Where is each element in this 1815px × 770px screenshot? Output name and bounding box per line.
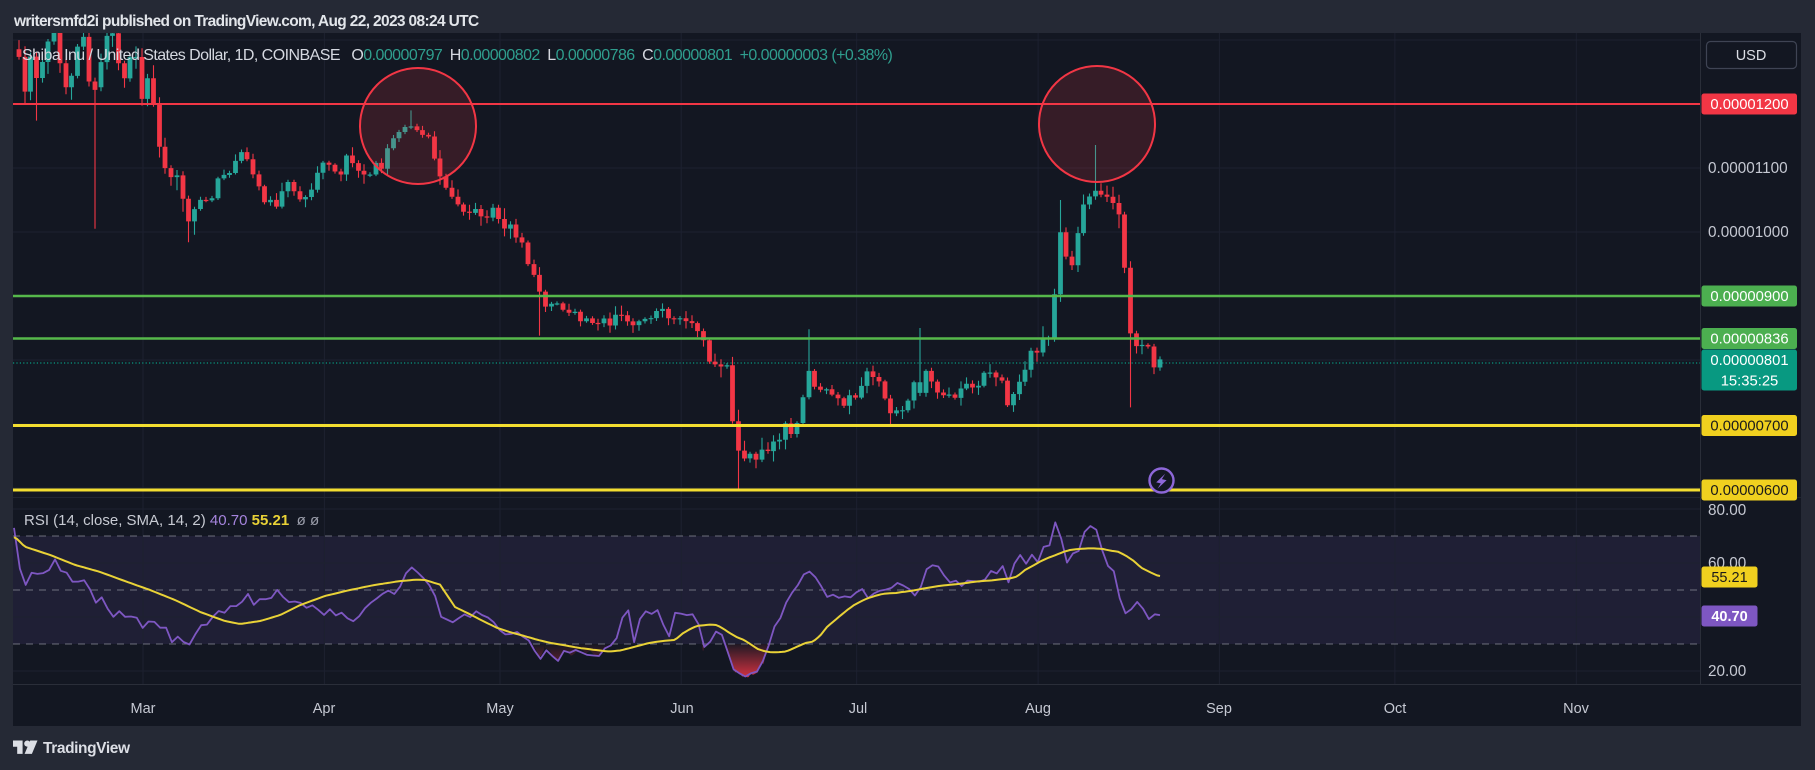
svg-text:80.00: 80.00 <box>1708 502 1746 519</box>
svg-text:Aug: Aug <box>1025 701 1051 717</box>
svg-text:Apr: Apr <box>313 701 336 717</box>
svg-text:Nov: Nov <box>1563 701 1590 717</box>
svg-text:0.00000700: 0.00000700 <box>1710 419 1788 435</box>
svg-text:20.00: 20.00 <box>1708 663 1746 680</box>
svg-text:Shiba Inu / United States Doll: Shiba Inu / United States Dollar, 1D, CO… <box>22 47 893 64</box>
svg-text:0.00000836: 0.00000836 <box>1710 332 1788 348</box>
svg-text:0.00001000: 0.00001000 <box>1708 224 1789 241</box>
svg-text:15:35:25: 15:35:25 <box>1721 374 1779 390</box>
svg-text:0.00000801: 0.00000801 <box>1710 353 1788 369</box>
svg-text:May: May <box>486 701 514 717</box>
svg-text:Oct: Oct <box>1384 701 1407 717</box>
svg-text:Mar: Mar <box>131 701 156 717</box>
svg-text:55.21: 55.21 <box>1711 570 1747 586</box>
svg-text:0.00001200: 0.00001200 <box>1710 97 1788 113</box>
svg-text:Jul: Jul <box>849 701 868 717</box>
svg-text:0.00000900: 0.00000900 <box>1710 289 1788 305</box>
svg-text:0.00001100: 0.00001100 <box>1708 160 1788 177</box>
svg-text:RSI (14, close, SMA, 14, 2) 40: RSI (14, close, SMA, 14, 2) 40.70 55.21 … <box>24 512 319 529</box>
svg-text:USD: USD <box>1736 48 1767 64</box>
svg-text:40.70: 40.70 <box>1711 609 1747 625</box>
svg-text:Sep: Sep <box>1206 701 1232 717</box>
svg-text:writersmfd2i published on Trad: writersmfd2i published on TradingView.co… <box>13 13 479 30</box>
svg-text:TradingView: TradingView <box>43 740 131 757</box>
svg-text:0.00000600: 0.00000600 <box>1710 483 1788 499</box>
svg-text:Jun: Jun <box>670 701 693 717</box>
